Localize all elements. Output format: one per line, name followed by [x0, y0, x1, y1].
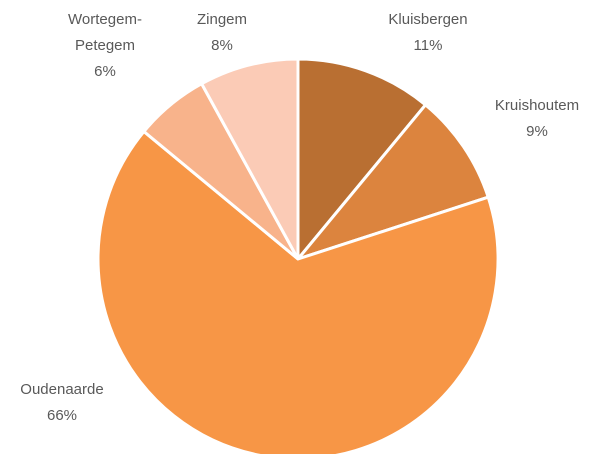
slice-label: Wortegem-Petegem 6% [55, 7, 155, 85]
pie-slice [296, 57, 428, 264]
percent-label: 66% [46, 407, 78, 424]
category-name: Oudenaarde [20, 381, 104, 398]
category-name: Zingem [196, 11, 248, 28]
percent-label: 6% [94, 63, 116, 80]
category-name: Kruishoutem [494, 97, 580, 114]
pie-slice [199, 57, 300, 260]
category-name: Kluisbergen [388, 11, 468, 28]
category-name: Wortegem-Petegem [68, 11, 142, 54]
slice-label: Zingem 8% [172, 7, 272, 59]
percent-label: 8% [211, 37, 233, 54]
percent-label: 9% [526, 123, 548, 140]
slice-label: Kruishoutem 9% [477, 93, 595, 145]
slice-label: Kluisbergen 11% [368, 7, 488, 59]
pie-slice [293, 102, 491, 263]
pie-slice [96, 129, 500, 454]
percent-label: 11% [413, 37, 443, 54]
slice-label: Oudenaarde 66% [2, 377, 122, 429]
